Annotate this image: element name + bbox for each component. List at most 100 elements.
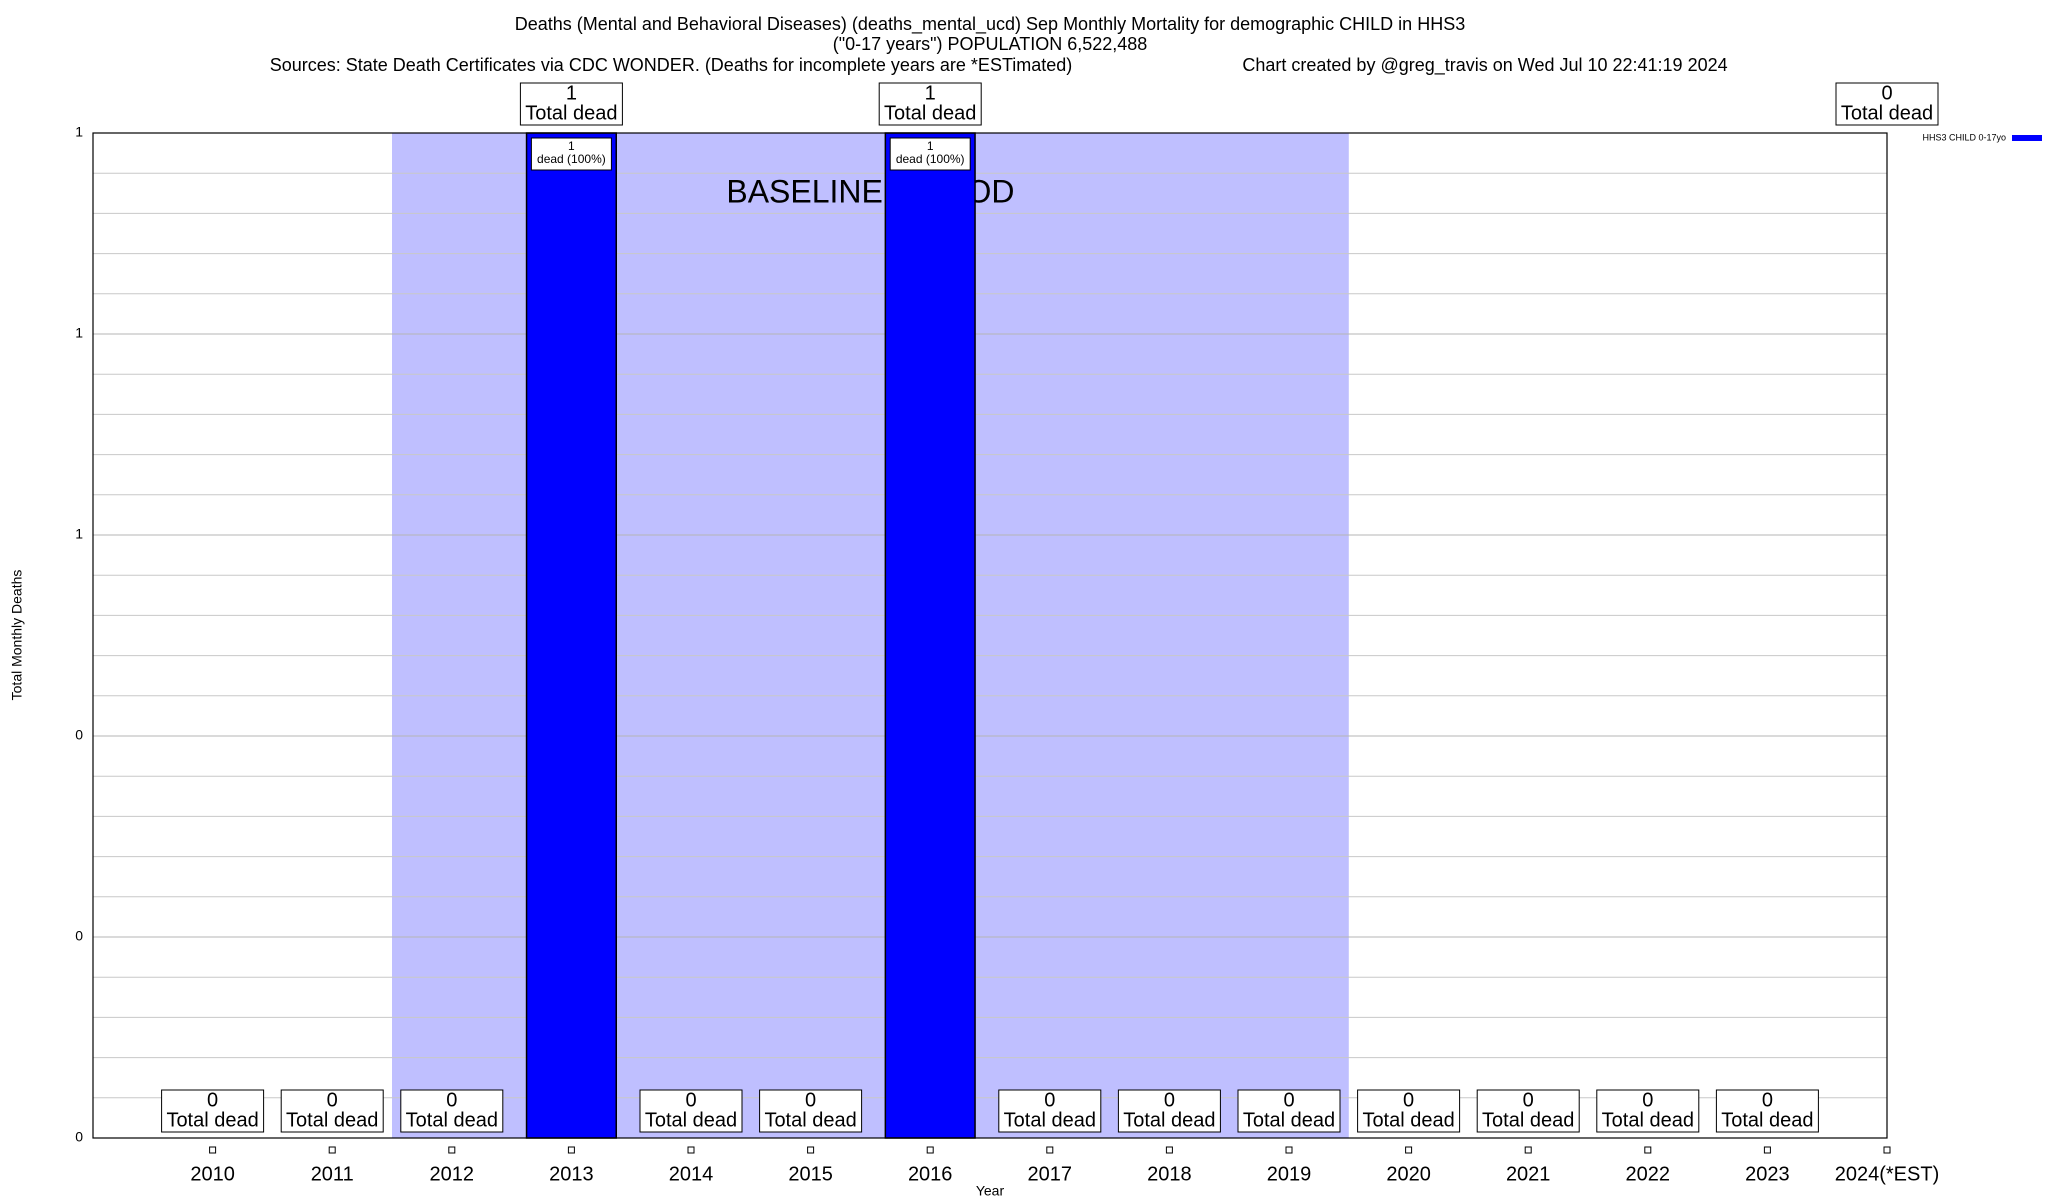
x-tick-label: 2013 [549,1163,594,1185]
value-label-text: Total dead [1482,1109,1574,1131]
value-label: 1 [566,82,577,104]
value-label-box [1117,1089,1221,1133]
value-label-box [1835,82,1939,126]
x-tick-marker [209,1146,217,1154]
plot-border [92,132,1888,1139]
y-tick-label: 1 [75,325,83,341]
x-tick-label: 2016 [908,1163,953,1185]
inner-label-text: dead (100%) [537,152,606,166]
value-label-box [1476,1089,1580,1133]
x-tick-label: 2022 [1626,1163,1671,1185]
value-label-text: Total dead [286,1109,378,1131]
chart-subtitle: ("0-17 years") POPULATION 6,522,488 [833,34,1148,54]
x-tick-label: 2024(*EST) [1835,1163,1940,1185]
x-tick-marker [1046,1146,1054,1154]
bar [525,132,617,1139]
value-label: 0 [207,1089,218,1111]
value-label: 0 [1642,1089,1653,1111]
value-label: 1 [925,82,936,104]
inner-label-value: 1 [927,139,934,153]
inner-label-box [889,137,971,171]
x-tick-label: 2014 [669,1163,714,1185]
value-label: 0 [1403,1089,1414,1111]
value-label-text: Total dead [1841,102,1933,124]
source-note: Sources: State Death Certificates via CD… [270,55,1073,75]
value-label: 0 [1283,1089,1294,1111]
x-axis-label: Year [976,1183,1005,1199]
value-label-text: Total dead [1602,1109,1694,1131]
credit-note: Chart created by @greg_travis on Wed Jul… [1242,55,1727,76]
x-tick-label: 2023 [1745,1163,1790,1185]
value-label: 0 [1164,1089,1175,1111]
value-label-box [161,1089,265,1133]
value-label: 0 [327,1089,338,1111]
value-label-text: Total dead [764,1109,856,1131]
value-label-text: Total dead [884,102,976,124]
value-label: 0 [805,1089,816,1111]
x-tick-marker [1644,1146,1652,1154]
value-label: 0 [1523,1089,1534,1111]
value-label-box [519,82,623,126]
inner-label-value: 1 [568,139,575,153]
x-tick-label: 2010 [190,1163,235,1185]
y-tick-label: 1 [75,526,83,542]
x-tick-label: 2012 [430,1163,475,1185]
y-tick-label: 0 [75,928,83,944]
value-label-text: Total dead [645,1109,737,1131]
y-axis-label: Total Monthly Deaths [9,570,25,701]
value-label-text: Total dead [1362,1109,1454,1131]
value-label: 0 [1044,1089,1055,1111]
x-tick-marker [1524,1146,1532,1154]
x-tick-label: 2017 [1028,1163,1073,1185]
value-label-text: Total dead [166,1109,258,1131]
x-tick-label: 2021 [1506,1163,1551,1185]
x-tick-label: 2020 [1386,1163,1431,1185]
value-label: 0 [685,1089,696,1111]
value-label: 0 [1881,82,1892,104]
value-label-text: Total dead [1243,1109,1335,1131]
x-tick-marker [1165,1146,1173,1154]
y-tick-label: 0 [75,727,83,743]
x-tick-marker [448,1146,456,1154]
value-label-box [1237,1089,1341,1133]
value-label-box [1715,1089,1819,1133]
x-tick-marker [567,1146,575,1154]
x-tick-label: 2015 [788,1163,833,1185]
inner-label-text: dead (100%) [896,152,965,166]
chart-title: Deaths (Mental and Behavioral Diseases) … [515,14,1465,35]
legend-label: HHS3 CHILD 0-17yo [1922,132,2006,142]
value-label-box [639,1089,743,1133]
legend-swatch [2012,135,2042,141]
value-label-text: Total dead [406,1109,498,1131]
value-label-box [878,82,982,126]
x-tick-marker [926,1146,934,1154]
x-tick-marker [1405,1146,1413,1154]
x-tick-label: 2011 [311,1163,354,1185]
y-tick-label: 1 [75,124,83,140]
value-label-box [759,1089,863,1133]
bar [884,132,976,1139]
inner-label-box [530,137,612,171]
x-tick-label: 2018 [1147,1163,1192,1185]
value-label-text: Total dead [525,102,617,124]
value-label-box [1596,1089,1700,1133]
value-label-text: Total dead [1721,1109,1813,1131]
x-tick-marker [1763,1146,1771,1154]
value-label: 0 [446,1089,457,1111]
value-label-text: Total dead [1004,1109,1096,1131]
x-tick-marker [1883,1146,1891,1154]
y-tick-label: 0 [75,1129,83,1145]
x-tick-marker [807,1146,815,1154]
value-label-box [400,1089,504,1133]
value-label: 0 [1762,1089,1773,1111]
value-label-box [1357,1089,1461,1133]
value-label-box [280,1089,384,1133]
value-label-text: Total dead [1123,1109,1215,1131]
x-tick-marker [328,1146,336,1154]
x-tick-label: 2019 [1267,1163,1312,1185]
x-tick-marker [1285,1146,1293,1154]
value-label-box [998,1089,1102,1133]
x-tick-marker [687,1146,695,1154]
